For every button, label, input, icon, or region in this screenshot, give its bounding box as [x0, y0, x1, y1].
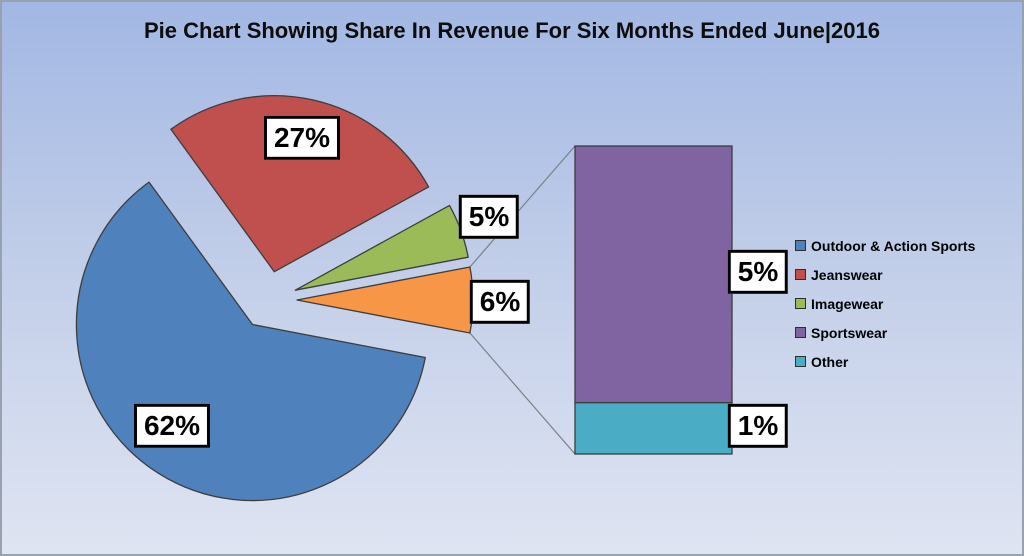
data-label-bar-0: 5% — [727, 249, 789, 295]
data-label-pie-3: 6% — [469, 279, 531, 325]
pie-slice-jeanswear[interactable] — [170, 95, 430, 273]
legend-swatch-icon — [795, 356, 806, 367]
chart-title: Pie Chart Showing Share In Revenue For S… — [144, 18, 880, 43]
legend-swatch-icon — [795, 298, 806, 309]
bar-segment-other[interactable] — [574, 402, 733, 455]
legend-label: Jeanswear — [811, 266, 883, 283]
legend: Outdoor & Action Sports Jeanswear Imagewea… — [795, 231, 975, 376]
data-label-bar-1: 1% — [727, 403, 789, 449]
legend-item-other[interactable]: Other — [795, 347, 975, 376]
legend-label: Outdoor & Action Sports — [811, 237, 976, 254]
series-connector-line — [469, 332, 576, 455]
legend-label: Imagewear — [811, 295, 884, 312]
legend-item-outdoor-action-sports[interactable]: Outdoor & Action Sports — [795, 231, 975, 260]
legend-item-sportswear[interactable]: Sportswear — [795, 318, 975, 347]
legend-item-imagewear[interactable]: Imagewear — [795, 289, 975, 318]
legend-swatch-icon — [795, 269, 806, 280]
data-label-pie-0: 62% — [133, 403, 211, 449]
data-label-pie-2: 5% — [458, 194, 520, 240]
bar-segment-sportswear[interactable] — [574, 145, 733, 404]
legend-swatch-icon — [795, 240, 806, 251]
legend-label: Other — [811, 353, 849, 370]
data-label-pie-1: 27% — [263, 115, 341, 161]
legend-label: Sportswear — [811, 324, 888, 341]
legend-item-jeanswear[interactable]: Jeanswear — [795, 260, 975, 289]
legend-swatch-icon — [795, 327, 806, 338]
series-connector-line — [469, 145, 576, 268]
